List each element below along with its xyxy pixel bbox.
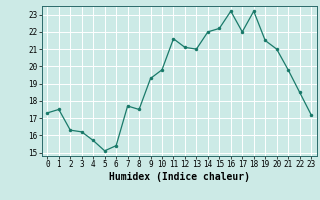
X-axis label: Humidex (Indice chaleur): Humidex (Indice chaleur): [109, 172, 250, 182]
